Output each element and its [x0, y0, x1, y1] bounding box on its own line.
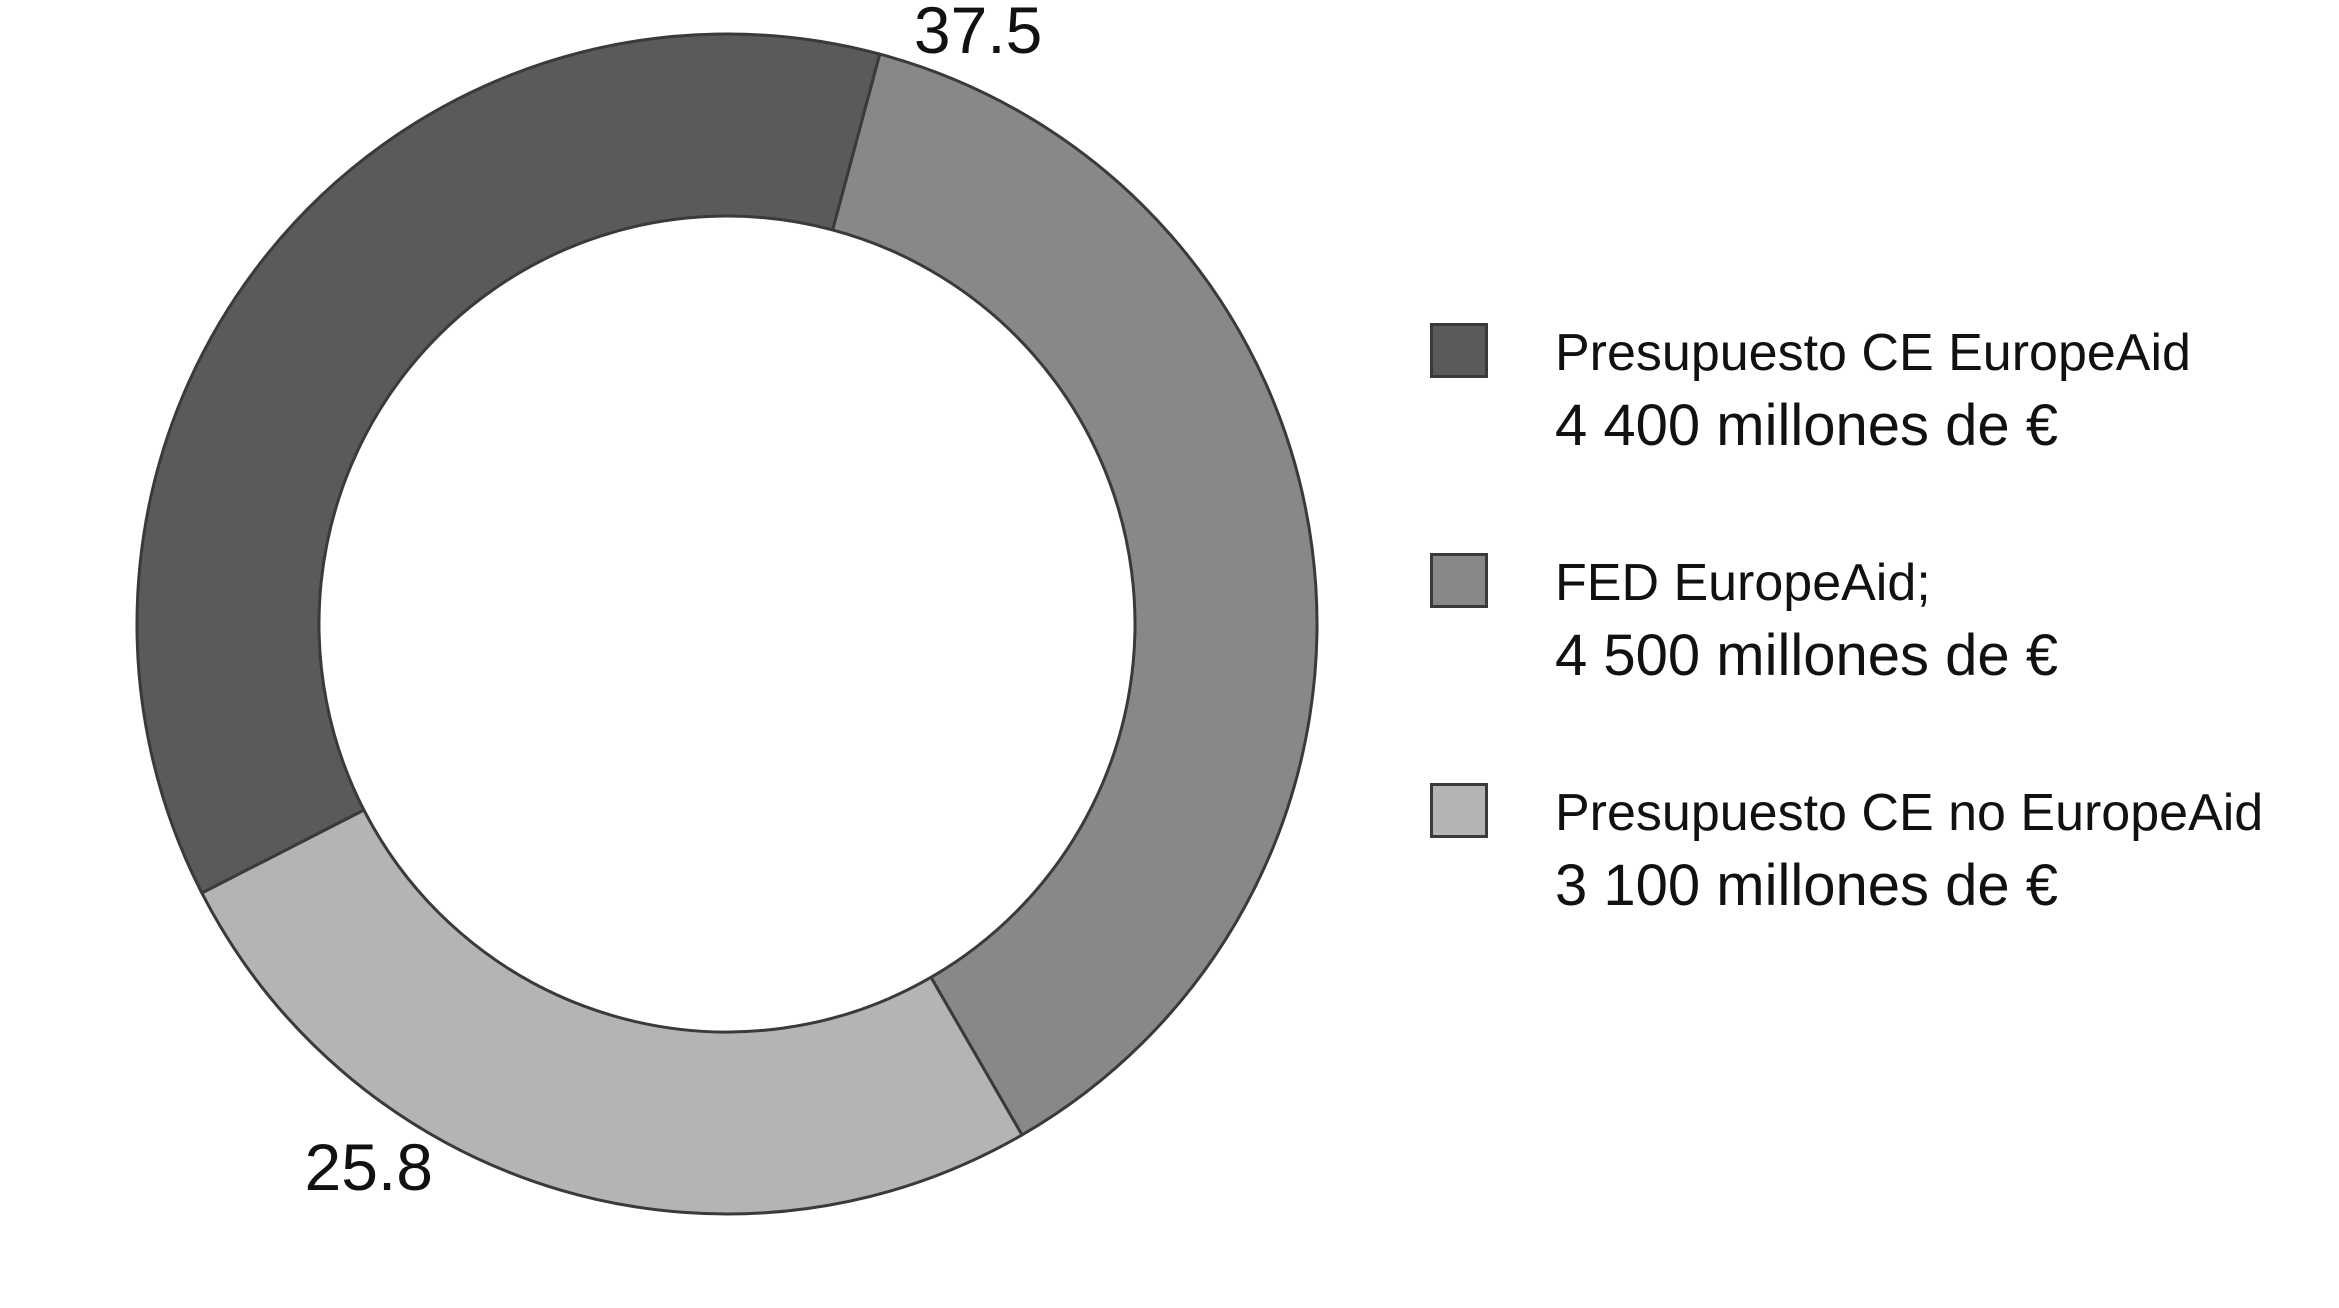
data-label-fed-europeaid: 37.5: [914, 0, 1042, 67]
data-labels: 36.737.525.8: [305, 0, 1043, 1204]
donut-slices: [135, 32, 1319, 1216]
legend-amount-presupuesto-ce-no-europeaid: 3 100 millones de €: [1555, 853, 2058, 918]
legend-amount-fed-europeaid: 4 500 millones de €: [1555, 623, 2058, 688]
legend-amount-presupuesto-ce-europeaid: 4 400 millones de €: [1555, 393, 2058, 458]
legend-label-presupuesto-ce-no-europeaid: Presupuesto CE no EuropeAid: [1555, 784, 2264, 842]
slice-fed-europeaid: [831, 52, 1319, 1137]
donut-chart: 36.737.525.8: [135, 0, 1319, 1216]
legend-swatch-presupuesto-ce-europeaid: [1430, 323, 1488, 378]
legend-swatch-presupuesto-ce-no-europeaid: [1430, 783, 1488, 838]
legend-label-fed-europeaid: FED EuropeAid;: [1555, 554, 1931, 612]
legend-label-presupuesto-ce-europeaid: Presupuesto CE EuropeAid: [1555, 324, 2191, 382]
slice-presupuesto-ce-europeaid: [135, 32, 882, 895]
slice-presupuesto-ce-no-europeaid: [200, 808, 1024, 1216]
data-label-presupuesto-ce-no-europeaid: 25.8: [305, 1130, 433, 1204]
legend-swatch-fed-europeaid: [1430, 553, 1488, 608]
